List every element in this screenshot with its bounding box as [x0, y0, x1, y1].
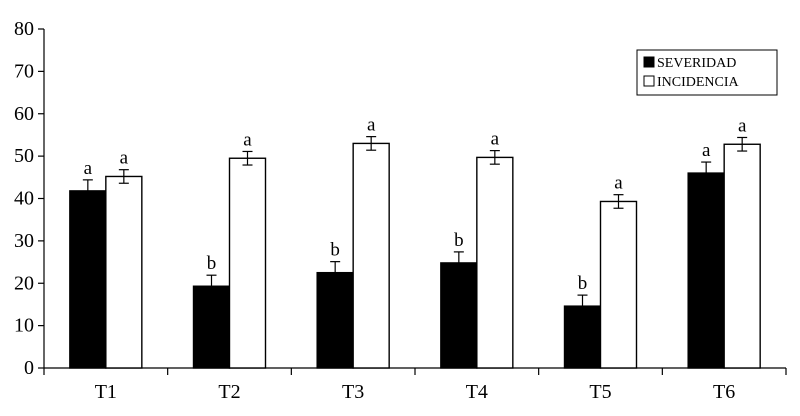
bar-severidad-t4	[440, 262, 478, 369]
bar-incidencia-t6	[723, 143, 761, 369]
legend: SEVERIDAD INCIDENCIA	[636, 49, 778, 96]
bar-incidencia-t3	[352, 142, 390, 369]
significance-label: a	[614, 173, 623, 194]
significance-label: b	[578, 273, 588, 294]
y-tick-label: 20	[14, 272, 34, 294]
significance-label: b	[454, 230, 464, 251]
significance-label: a	[491, 129, 500, 150]
bar-severidad-t6	[687, 172, 725, 369]
y-tick-label: 50	[14, 145, 34, 167]
bar-incidencia-t4	[476, 156, 514, 369]
legend-swatch-incidencia	[643, 75, 655, 87]
bar-incidencia-t1	[105, 175, 143, 369]
x-category-label: T2	[218, 381, 240, 403]
bar-incidencia-t2	[228, 157, 267, 369]
x-category-label: T1	[95, 381, 117, 403]
significance-label: a	[367, 115, 376, 136]
significance-label: a	[738, 115, 747, 136]
x-category-label: T6	[713, 381, 735, 403]
x-category-label: T3	[342, 381, 364, 403]
y-axis: 0 10 20 30 40 50 60 70 80	[14, 18, 45, 379]
bars: a a b a b a b a b a a a	[69, 115, 761, 369]
y-tick-label: 30	[14, 230, 34, 252]
bar-severidad-t2	[192, 285, 231, 369]
legend-label-severidad: SEVERIDAD	[657, 56, 736, 71]
bar-incidencia-t5	[599, 200, 638, 369]
x-axis: T1 T2 T3 T4 T5 T6	[43, 367, 787, 403]
significance-label: a	[702, 140, 711, 161]
y-tick-label: 80	[14, 18, 34, 40]
significance-label: a	[120, 148, 129, 169]
bar-severidad-t3	[316, 271, 354, 369]
significance-label: a	[84, 158, 93, 179]
y-tick-label: 40	[14, 188, 34, 210]
y-tick-label: 60	[14, 103, 34, 125]
y-tick-label: 70	[14, 60, 34, 82]
significance-label: b	[330, 240, 340, 261]
y-tick-label: 0	[24, 357, 34, 379]
x-category-label: T5	[589, 381, 611, 403]
y-tick-label: 10	[14, 315, 34, 337]
x-category-label: T4	[466, 381, 488, 403]
legend-label-incidencia: INCIDENCIA	[657, 75, 740, 90]
legend-swatch-severidad	[643, 56, 655, 68]
legend-box	[636, 49, 778, 96]
significance-label: b	[207, 253, 217, 274]
bar-severidad-t1	[69, 190, 107, 369]
significance-label: a	[243, 129, 252, 150]
